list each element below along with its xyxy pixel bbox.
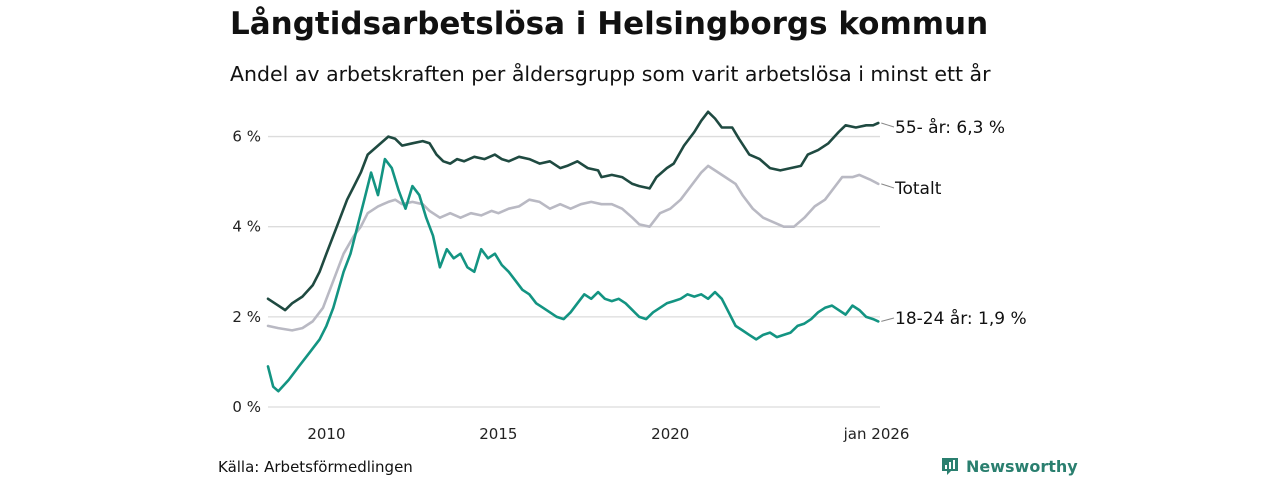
- x-tick-label: 2020: [651, 425, 689, 443]
- y-tick-label: 6 %: [232, 128, 261, 146]
- label-leader-line: [881, 317, 895, 322]
- series-end-labels: 55- år: 6,3 % Totalt 18-24 år: 1,9 %: [881, 117, 1027, 329]
- series-line-18-24-r: [266, 157, 880, 393]
- y-tick-label: 0 %: [232, 398, 261, 416]
- brand-logo: Newsworthy: [940, 456, 1078, 476]
- chart-title: Långtidsarbetslösa i Helsingborgs kommun: [230, 6, 989, 42]
- series-end-label: 18-24 år: 1,9 %: [895, 308, 1027, 329]
- label-leader-line: [881, 122, 895, 128]
- x-tick-label: 2010: [307, 425, 345, 443]
- chart-subtitle: Andel av arbetskraften per åldersgrupp s…: [230, 62, 991, 86]
- x-tick-label: jan 2026: [843, 425, 910, 443]
- x-tick-label: 2015: [479, 425, 517, 443]
- series-end-label: Totalt: [894, 179, 942, 199]
- y-axis: 0 % 2 % 4 % 6 %: [232, 128, 261, 416]
- series-line-55-r: [266, 110, 880, 312]
- series-end-label: 55- år: 6,3 %: [895, 117, 1005, 138]
- y-tick-label: 2 %: [232, 308, 261, 326]
- gridlines: [268, 135, 880, 408]
- newsworthy-logo-icon: [942, 458, 958, 475]
- y-tick-label: 4 %: [232, 218, 261, 236]
- brand-name: Newsworthy: [966, 456, 1078, 476]
- source-note: Källa: Arbetsförmedlingen: [218, 458, 413, 476]
- series-lines: [266, 110, 880, 393]
- x-axis: 2010 2015 2020 jan 2026: [307, 425, 909, 443]
- label-leader-line: [881, 183, 895, 189]
- series-line-totalt: [266, 164, 880, 332]
